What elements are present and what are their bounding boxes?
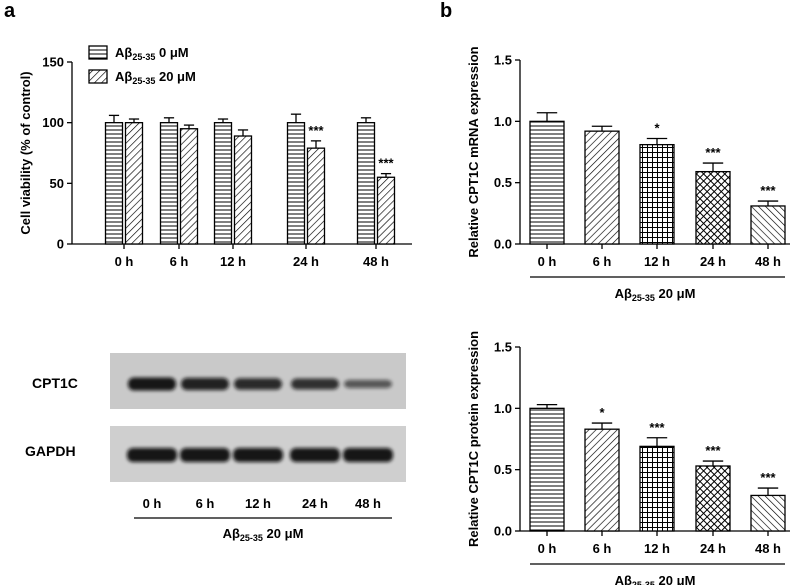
bar-0h	[529, 407, 565, 532]
x-tick-label: 48 h	[755, 541, 781, 556]
panel-b-label: b	[440, 0, 452, 22]
y-axis-label: Cell viability (% of control)	[18, 71, 33, 234]
legend-label: Aβ25-35 0 μM	[115, 45, 189, 62]
significance-marker: ***	[308, 123, 324, 138]
y-tick-label: 0.0	[494, 524, 512, 539]
western-blot: CPT1C GAPDH 0 h 6 h 12 h 24 h 48 h Aβ25-35 2…	[25, 353, 406, 543]
blot-lane-label: 12 h	[245, 496, 271, 511]
y-tick-label: 50	[50, 176, 64, 191]
bar-0-μm	[104, 122, 124, 245]
significance-marker: *	[654, 121, 660, 136]
x-group-label: Aβ25-35 20 μM	[615, 573, 696, 585]
y-axis-label: Relative CPT1C mRNA expression	[466, 46, 481, 257]
bar-20-μm	[124, 122, 144, 245]
bar-0-μm	[159, 122, 179, 245]
legend-swatch	[88, 69, 108, 84]
blot-lane-label: 24 h	[302, 496, 328, 511]
band-gapdh	[233, 448, 283, 462]
y-tick-label: 0.0	[494, 237, 512, 252]
bar-0h	[529, 120, 565, 245]
blot-row-label-gapdh: GAPDH	[25, 443, 76, 459]
x-tick-label: 0 h	[538, 254, 557, 269]
significance-marker: *	[599, 405, 605, 420]
band-gapdh	[180, 448, 230, 462]
bar-24h	[695, 465, 731, 532]
x-tick-label: 48 h	[755, 254, 781, 269]
blot-lane-label: 6 h	[196, 496, 215, 511]
significance-marker: ***	[705, 145, 721, 160]
x-tick-label: 24 h	[700, 541, 726, 556]
y-tick-label: 0.5	[494, 462, 512, 477]
y-tick-label: 0	[57, 237, 64, 252]
bar-20-μm	[179, 128, 199, 245]
y-axis-label: Relative CPT1C protein expression	[466, 331, 481, 547]
bar-6h	[584, 428, 620, 532]
x-tick-label: 6 h	[593, 254, 612, 269]
y-tick-label: 1.5	[494, 53, 512, 68]
bar-0-μm	[356, 122, 376, 245]
x-tick-label: 12 h	[220, 254, 246, 269]
blot-row-label-cpt1c: CPT1C	[32, 375, 78, 391]
band-cpt1c	[128, 377, 176, 391]
significance-marker: ***	[649, 420, 665, 435]
bar-20-μm	[306, 147, 326, 245]
band-cpt1c	[181, 377, 229, 391]
y-tick-label: 100	[42, 115, 64, 130]
y-tick-label: 1.5	[494, 340, 512, 355]
blot-lane-label: 0 h	[143, 496, 162, 511]
significance-marker: ***	[705, 443, 721, 458]
panel-a-label: a	[4, 0, 16, 22]
x-tick-label: 24 h	[700, 254, 726, 269]
chart-cpt1c-protein: 0.0 0.5 1.0 1.5 0 h 6 h 12 h 24 h 48 h Relative C…	[466, 331, 790, 585]
bar-12h	[639, 445, 675, 532]
bar-0-μm	[213, 122, 233, 245]
x-tick-label: 0 h	[538, 541, 557, 556]
x-tick-label: 12 h	[644, 541, 670, 556]
legend-swatch	[88, 45, 108, 60]
significance-marker: ***	[760, 183, 776, 198]
x-tick-label: 0 h	[115, 254, 134, 269]
y-tick-label: 1.0	[494, 401, 512, 416]
bar-0-μm	[286, 122, 306, 245]
bar-48h	[750, 205, 786, 245]
chart-cell-viability: 0 50 100 150 0 h 6 h 12 h 24 h 48 h Cell viabilit…	[18, 45, 412, 269]
x-tick-label: 12 h	[644, 254, 670, 269]
x-tick-label: 24 h	[293, 254, 319, 269]
y-tick-label: 150	[42, 55, 64, 70]
significance-marker: ***	[760, 470, 776, 485]
x-group-label: Aβ25-35 20 μM	[615, 286, 696, 303]
x-tick-label: 6 h	[170, 254, 189, 269]
band-cpt1c	[291, 378, 339, 390]
y-tick-label: 1.0	[494, 114, 512, 129]
band-cpt1c	[234, 378, 282, 390]
bar-20-μm	[376, 176, 396, 245]
band-gapdh	[290, 448, 340, 462]
blot-group-label: Aβ25-35 20 μM	[223, 526, 304, 543]
x-tick-label: 6 h	[593, 541, 612, 556]
x-tick-label: 48 h	[363, 254, 389, 269]
bar-20-μm	[233, 135, 253, 245]
y-tick-label: 0.5	[494, 175, 512, 190]
legend-label: Aβ25-35 20 μM	[115, 69, 196, 86]
band-cpt1c	[344, 379, 392, 389]
significance-marker: ***	[378, 156, 394, 171]
band-gapdh	[127, 448, 177, 462]
blot-lane-label: 48 h	[355, 496, 381, 511]
bar-48h	[750, 494, 786, 532]
bar-6h	[584, 130, 620, 245]
band-gapdh	[343, 448, 393, 462]
chart-cpt1c-mrna: 0.0 0.5 1.0 1.5 0 h 6 h 12 h 24 h 48 h Relative C…	[466, 46, 790, 303]
bar-24h	[695, 170, 731, 245]
bar-12h	[639, 143, 675, 245]
